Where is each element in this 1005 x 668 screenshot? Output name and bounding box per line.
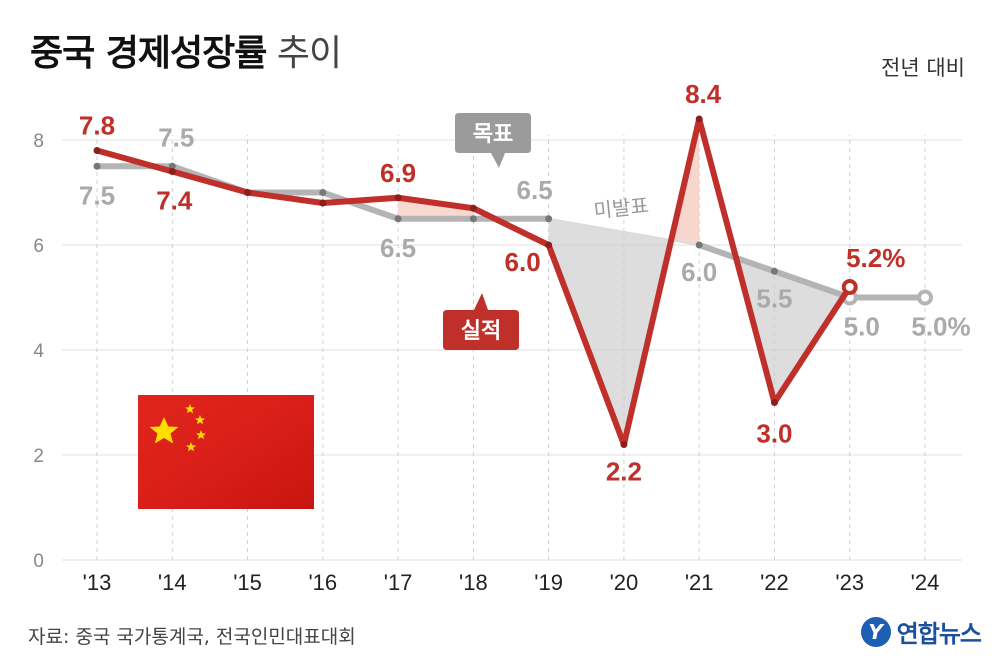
flag-small-star-icon — [196, 430, 206, 440]
china-flag-icon — [138, 395, 314, 509]
source-note: 자료: 중국 국가통계국, 전국인민대표대회 — [28, 626, 356, 648]
target-value-label: 6.0 — [681, 257, 717, 287]
actual-value-label: 7.4 — [156, 186, 193, 216]
below-target-area — [736, 257, 850, 403]
target-marker — [469, 215, 477, 223]
target-callout-box — [455, 113, 531, 168]
x-tick-label: '16 — [308, 570, 337, 595]
actual-value-label: 6.0 — [505, 247, 541, 277]
actual-marker — [93, 147, 101, 154]
actual-marker — [695, 115, 703, 123]
title-main: 중국 경제성장률 — [30, 33, 267, 74]
target-callout-label: 목표 — [473, 121, 513, 146]
x-tick-label: '14 — [158, 570, 187, 595]
actual-value-label: 2.2 — [606, 457, 642, 487]
flag-big-star-icon — [149, 417, 179, 444]
target-marker — [394, 215, 402, 223]
target-marker — [319, 189, 327, 196]
target-value-label: 7.5 — [158, 122, 194, 152]
x-tick-label: '17 — [384, 570, 413, 595]
y-tick-label: 2 — [33, 446, 44, 467]
x-tick-label: '21 — [685, 570, 714, 595]
actual-marker — [168, 168, 176, 175]
actual-marker — [841, 279, 858, 295]
logo-mark-icon: Y — [860, 616, 891, 647]
actual-value-label: 7.8 — [79, 111, 115, 141]
actual-marker — [620, 441, 628, 448]
target-marker — [770, 267, 778, 275]
unannounced-label: 미발표 — [593, 194, 650, 223]
actual-value-label: 6.9 — [380, 158, 416, 188]
actual-value-label: 8.4 — [685, 79, 722, 109]
actual-value-label: 5.2% — [846, 243, 905, 273]
x-tick-label: '23 — [835, 570, 864, 595]
yonhap-logo: Y 연합뉴스 — [860, 614, 982, 649]
actual-marker — [545, 241, 553, 249]
target-value-label: 6.5 — [380, 233, 416, 263]
x-tick-label: '24 — [911, 570, 940, 595]
actual-callout-box — [443, 293, 519, 350]
flag-small-star-icon — [195, 415, 205, 425]
target-marker — [917, 289, 933, 306]
target-value-label: 7.5 — [79, 180, 115, 210]
y-tick-label: 0 — [33, 551, 44, 572]
y-tick-label: 4 — [33, 341, 44, 362]
x-tick-label: '20 — [610, 570, 639, 595]
actual-marker — [319, 199, 327, 207]
target-value-label: 6.5 — [517, 175, 553, 205]
x-tick-label: '15 — [233, 570, 262, 595]
target-marker — [545, 215, 553, 223]
target-marker — [695, 241, 703, 249]
x-tick-label: '19 — [534, 570, 563, 595]
target-marker — [93, 162, 101, 170]
x-tick-label: '22 — [760, 570, 789, 595]
logo-text: 연합뉴스 — [896, 620, 982, 648]
x-tick-label: '18 — [459, 570, 488, 595]
y-tick-label: 6 — [33, 236, 44, 257]
actual-marker — [394, 194, 402, 202]
y-tick-label: 8 — [33, 131, 44, 152]
target-value-label: 5.0 — [844, 312, 880, 342]
title-sub: 추이 — [276, 33, 342, 74]
actual-callout-label: 실적 — [461, 318, 501, 343]
unit-label: 전년 대비 — [881, 56, 965, 80]
chart-title: 중국 경제성장률 추이 — [30, 24, 342, 76]
below-target-area — [548, 218, 672, 445]
actual-value-label: 3.0 — [756, 419, 792, 449]
flag-small-star-icon — [186, 442, 196, 452]
target-value-label: 5.0% — [911, 312, 970, 342]
flag-small-star-icon — [185, 404, 195, 414]
actual-marker — [244, 189, 252, 196]
actual-marker — [770, 399, 778, 406]
target-value-label: 5.5 — [756, 283, 792, 313]
x-tick-label: '13 — [83, 570, 112, 595]
actual-marker — [469, 204, 477, 212]
